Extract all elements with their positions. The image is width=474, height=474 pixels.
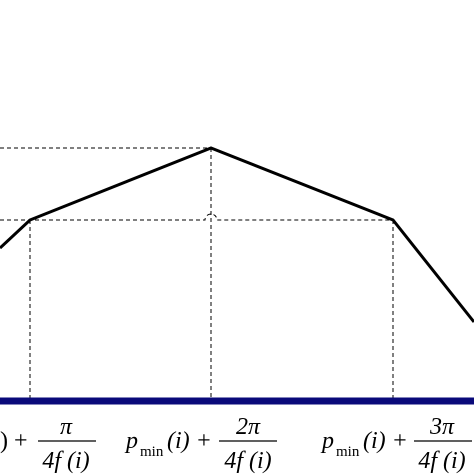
label-denominator: 4f (i): [418, 448, 465, 474]
guide-line: [0, 213, 393, 221]
label-prefix: (i) +: [363, 428, 408, 454]
label-prefix: (i) +: [167, 428, 212, 454]
label-numerator: 3π: [429, 414, 455, 440]
label-subscript: min: [336, 444, 360, 460]
label-prefix: ) +: [0, 428, 28, 454]
label-denominator: 4f (i): [42, 448, 89, 474]
label-numerator: 2π: [236, 414, 261, 440]
label-symbol: p: [124, 428, 138, 454]
label-numerator: π: [60, 414, 73, 440]
profile-line: [0, 146, 474, 323]
label-subscript: min: [140, 444, 164, 460]
label-symbol: p: [320, 428, 334, 454]
label-denominator: 4f (i): [224, 448, 271, 474]
